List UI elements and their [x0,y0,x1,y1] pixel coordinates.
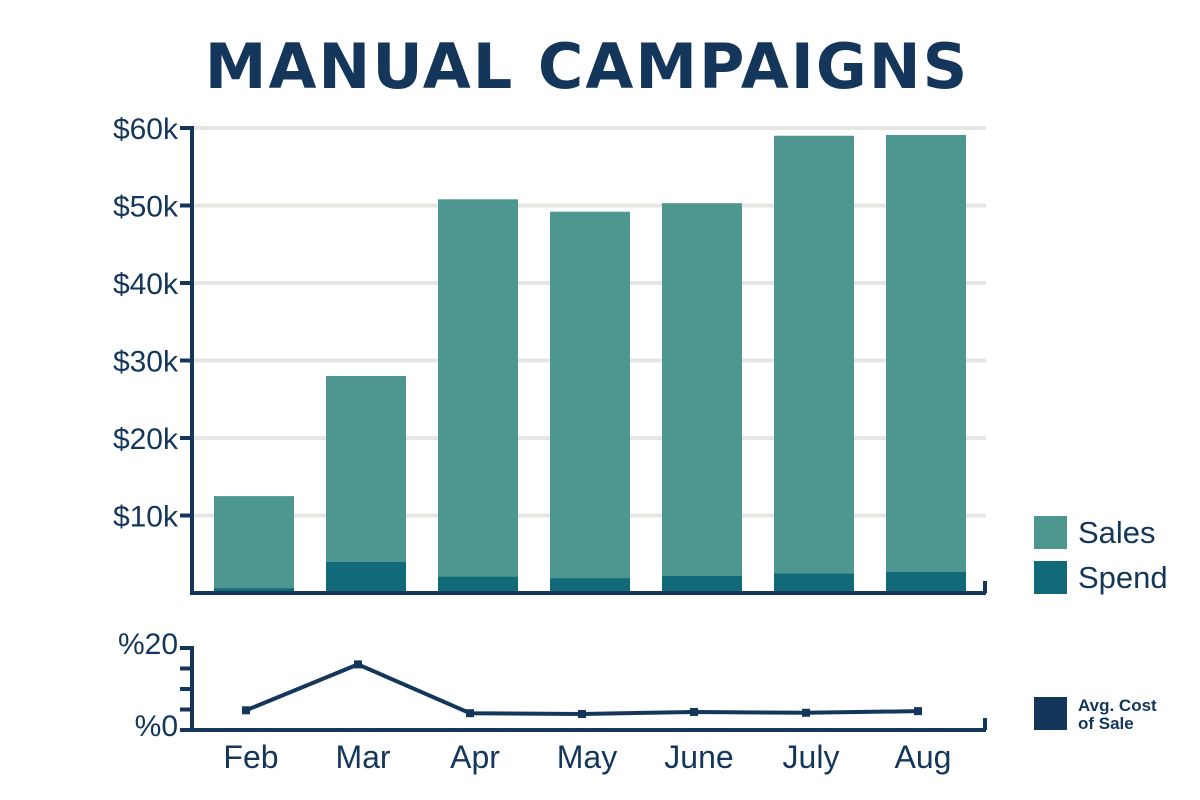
bar-spend-aug [886,572,966,593]
bar-spend-june [662,575,742,593]
x-tick-label-aug: Aug [895,739,952,775]
x-tick-label-feb: Feb [223,739,278,775]
bar-spend-feb [214,588,294,593]
bar-sales-feb [214,496,294,593]
legend: Sales Spend Avg. Cost of Sale [1034,515,1168,733]
legend-spend-label: Spend [1078,560,1168,595]
y-tick-labels: $10k $20k $30k $40k $50k $60k %20 %0 [113,113,179,743]
y-tick-label: $50k [113,191,179,224]
legend-cost-label-line1: Avg. Cost [1078,696,1157,715]
legend-spend-swatch [1034,561,1067,594]
legend-cost-label-line2: of Sale [1078,714,1134,733]
cost-point-mar [354,660,362,669]
x-tick-label-mar: Mar [335,739,390,775]
x-tick-label-july: July [783,739,840,775]
bar-spend-apr [438,576,518,593]
cost-point-june [690,707,698,716]
bar-spend-may [550,578,630,593]
x-tick-label-apr: Apr [450,739,500,775]
cost-line-path [245,662,919,717]
legend-sales-swatch [1034,516,1067,549]
chart-title: MANUAL CAMPAIGNS [205,30,970,103]
legend-sales-label: Sales [1078,515,1156,550]
bar-sales-aug [886,134,966,593]
y-tick-label: $20k [113,423,179,456]
y-tick-label: $60k [113,113,179,146]
x-tick-label-june: June [664,739,733,775]
bar-sales-mar [326,376,406,593]
secondary-y-tick-label-bottom: %0 [135,710,178,743]
x-tick-label-may: May [557,739,617,775]
cost-line [242,660,922,719]
bars [214,134,966,594]
cost-point-may [578,710,586,719]
y-tick-label: $10k [113,501,179,534]
bar-sales-june [662,203,742,594]
cost-point-apr [466,709,474,718]
bar-sales-may [550,211,630,593]
cost-point-july [802,708,810,717]
cost-point-aug [914,707,922,716]
secondary-y-tick-label-top: %20 [118,628,178,661]
x-tick-labels: Feb Mar Apr May June July Aug [223,739,951,775]
legend-cost-swatch [1034,697,1067,730]
axes [180,126,987,732]
bar-spend-july [774,573,854,593]
y-tick-label: $40k [113,268,179,301]
bar-sales-july [774,135,854,593]
cost-point-feb [242,706,250,715]
y-tick-label: $30k [113,346,179,379]
bar-spend-mar [326,562,406,593]
bar-sales-apr [438,199,518,594]
